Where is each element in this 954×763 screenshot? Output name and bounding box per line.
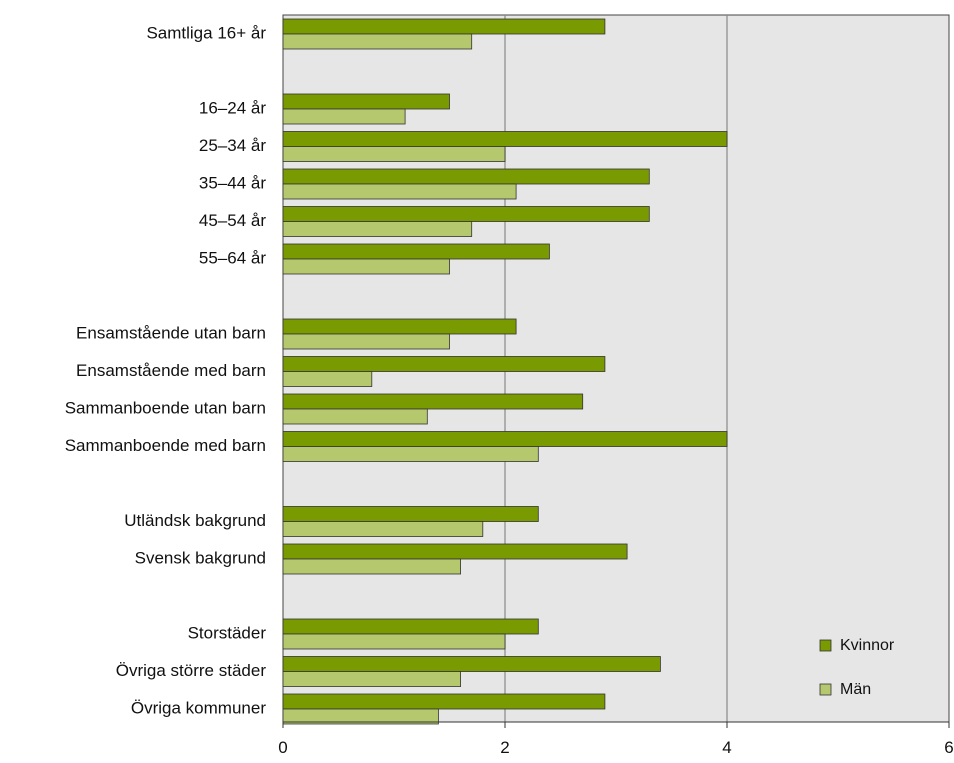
category-label-sammanboende-utan-barn: Sammanboende utan barn bbox=[65, 398, 266, 417]
x-tick-label-4: 4 bbox=[722, 738, 731, 757]
legend-swatch-man bbox=[819, 683, 832, 696]
category-label-ensamstaende-utan-barn: Ensamstående utan barn bbox=[76, 323, 266, 342]
legend-label-man: Män bbox=[840, 681, 871, 698]
bar-kvinnor-sammanboende-utan-barn bbox=[282, 393, 584, 410]
bar-man-samtliga-16-ar bbox=[282, 33, 473, 50]
x-tick-label-6: 6 bbox=[944, 738, 953, 757]
bar-kvinnor-storstader bbox=[282, 618, 539, 635]
category-label-25-34-ar: 25–34 år bbox=[199, 136, 266, 155]
bar-man-sammanboende-utan-barn bbox=[282, 408, 428, 425]
category-labels: Samtliga 16+ år 16–24 år 25–34 år 35–44 år 4… bbox=[65, 23, 267, 717]
bar-kvinnor-ensamstaende-med-barn bbox=[282, 356, 606, 372]
bar-man-ensamstaende-med-barn bbox=[282, 371, 373, 387]
bars bbox=[282, 18, 728, 725]
category-label-ovriga-storre-stader: Övriga större städer bbox=[116, 661, 267, 680]
bar-man-55-64-ar bbox=[282, 258, 450, 275]
category-label-storstader: Storstäder bbox=[188, 623, 267, 642]
bar-man-25-34-ar bbox=[282, 146, 506, 162]
bar-kvinnor-samtliga-16-ar bbox=[282, 18, 606, 35]
category-label-svensk-bakgrund: Svensk bakgrund bbox=[135, 548, 266, 567]
bar-kvinnor-ensamstaende-utan-barn bbox=[282, 318, 517, 335]
category-label-ovriga-kommuner: Övriga kommuner bbox=[131, 698, 266, 717]
bar-kvinnor-16-24-ar bbox=[282, 93, 450, 110]
bar-man-ovriga-storre-stader bbox=[282, 671, 462, 687]
bar-man-ensamstaende-utan-barn bbox=[282, 333, 450, 350]
bar-man-utlandsk-bakgrund bbox=[282, 521, 484, 537]
legend: Kvinnor Män bbox=[819, 637, 895, 698]
category-label-45-54-ar: 45–54 år bbox=[199, 211, 266, 230]
x-tick-label-2: 2 bbox=[500, 738, 509, 757]
bar-man-16-24-ar bbox=[282, 108, 406, 125]
legend-swatch-kvinnor bbox=[819, 639, 832, 652]
bar-kvinnor-45-54-ar bbox=[282, 206, 650, 222]
bar-kvinnor-35-44-ar bbox=[282, 168, 650, 185]
bar-kvinnor-ovriga-storre-stader bbox=[282, 656, 661, 672]
bar-kvinnor-utlandsk-bakgrund bbox=[282, 506, 539, 522]
bar-man-svensk-bakgrund bbox=[282, 558, 462, 575]
category-label-35-44-ar: 35–44 år bbox=[199, 173, 266, 192]
x-tick-label-0: 0 bbox=[278, 738, 287, 757]
legend-label-kvinnor: Kvinnor bbox=[840, 637, 895, 654]
bar-man-ovriga-kommuner bbox=[282, 708, 439, 725]
bar-man-45-54-ar bbox=[282, 221, 473, 237]
category-label-utlandsk-bakgrund: Utländsk bakgrund bbox=[124, 511, 266, 530]
bar-kvinnor-svensk-bakgrund bbox=[282, 543, 628, 560]
category-label-samtliga-16-ar: Samtliga 16+ år bbox=[146, 23, 266, 42]
x-axis: 0 2 4 6 bbox=[278, 721, 954, 757]
category-label-sammanboende-med-barn: Sammanboende med barn bbox=[65, 436, 266, 455]
bar-man-storstader bbox=[282, 633, 506, 650]
bar-man-sammanboende-med-barn bbox=[282, 446, 539, 462]
category-label-55-64-ar: 55–64 år bbox=[199, 248, 266, 267]
bar-kvinnor-sammanboende-med-barn bbox=[282, 431, 728, 447]
category-label-16-24-ar: 16–24 år bbox=[199, 98, 266, 117]
bar-man-35-44-ar bbox=[282, 183, 517, 200]
bar-kvinnor-25-34-ar bbox=[282, 131, 728, 147]
bar-kvinnor-55-64-ar bbox=[282, 243, 550, 260]
category-label-ensamstaende-med-barn: Ensamstående med barn bbox=[76, 361, 266, 380]
bar-kvinnor-ovriga-kommuner bbox=[282, 693, 606, 710]
